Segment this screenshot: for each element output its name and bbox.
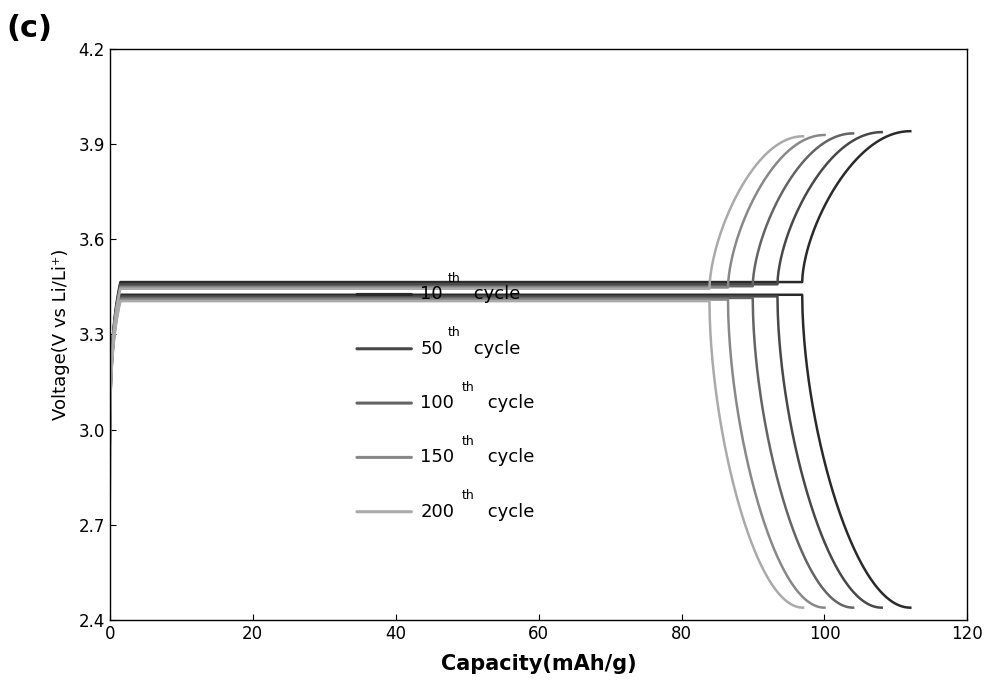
Text: th: th [461,489,474,502]
Text: cycle: cycle [482,503,534,521]
Text: 150: 150 [420,448,454,466]
X-axis label: Capacity(mAh/g): Capacity(mAh/g) [441,654,636,674]
Text: 10: 10 [420,285,443,303]
Text: 100: 100 [420,394,454,412]
Text: th: th [448,326,460,339]
Text: cycle: cycle [482,448,534,466]
Text: cycle: cycle [468,285,521,303]
Text: 200: 200 [420,503,454,521]
Text: cycle: cycle [482,394,534,412]
Y-axis label: Voltage(V vs Li/Li⁺): Voltage(V vs Li/Li⁺) [52,249,70,420]
Text: 50: 50 [420,340,443,358]
Text: (c): (c) [7,15,53,44]
Text: th: th [461,381,474,394]
Text: th: th [448,272,460,285]
Text: cycle: cycle [468,340,521,358]
Text: th: th [461,435,474,448]
